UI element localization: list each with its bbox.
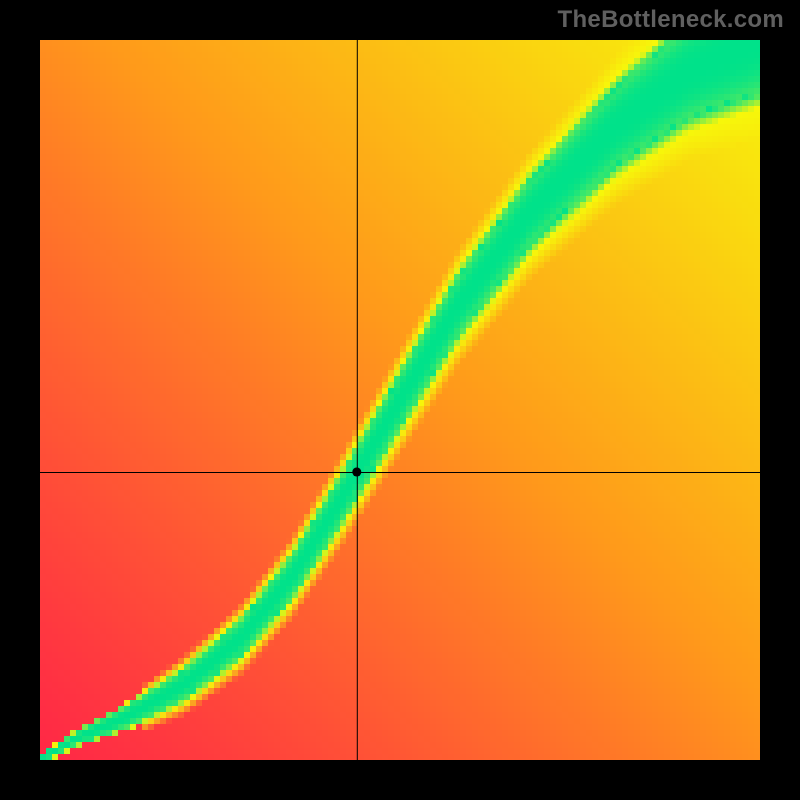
watermark-text: TheBottleneck.com [558, 6, 784, 34]
heatmap-canvas [40, 40, 760, 760]
chart-frame: TheBottleneck.com [0, 0, 800, 800]
heatmap-plot [40, 40, 760, 760]
